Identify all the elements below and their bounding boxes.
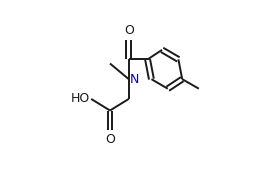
Text: N: N <box>129 73 139 86</box>
Text: O: O <box>105 133 115 146</box>
Text: O: O <box>124 24 134 37</box>
Text: HO: HO <box>71 92 90 105</box>
